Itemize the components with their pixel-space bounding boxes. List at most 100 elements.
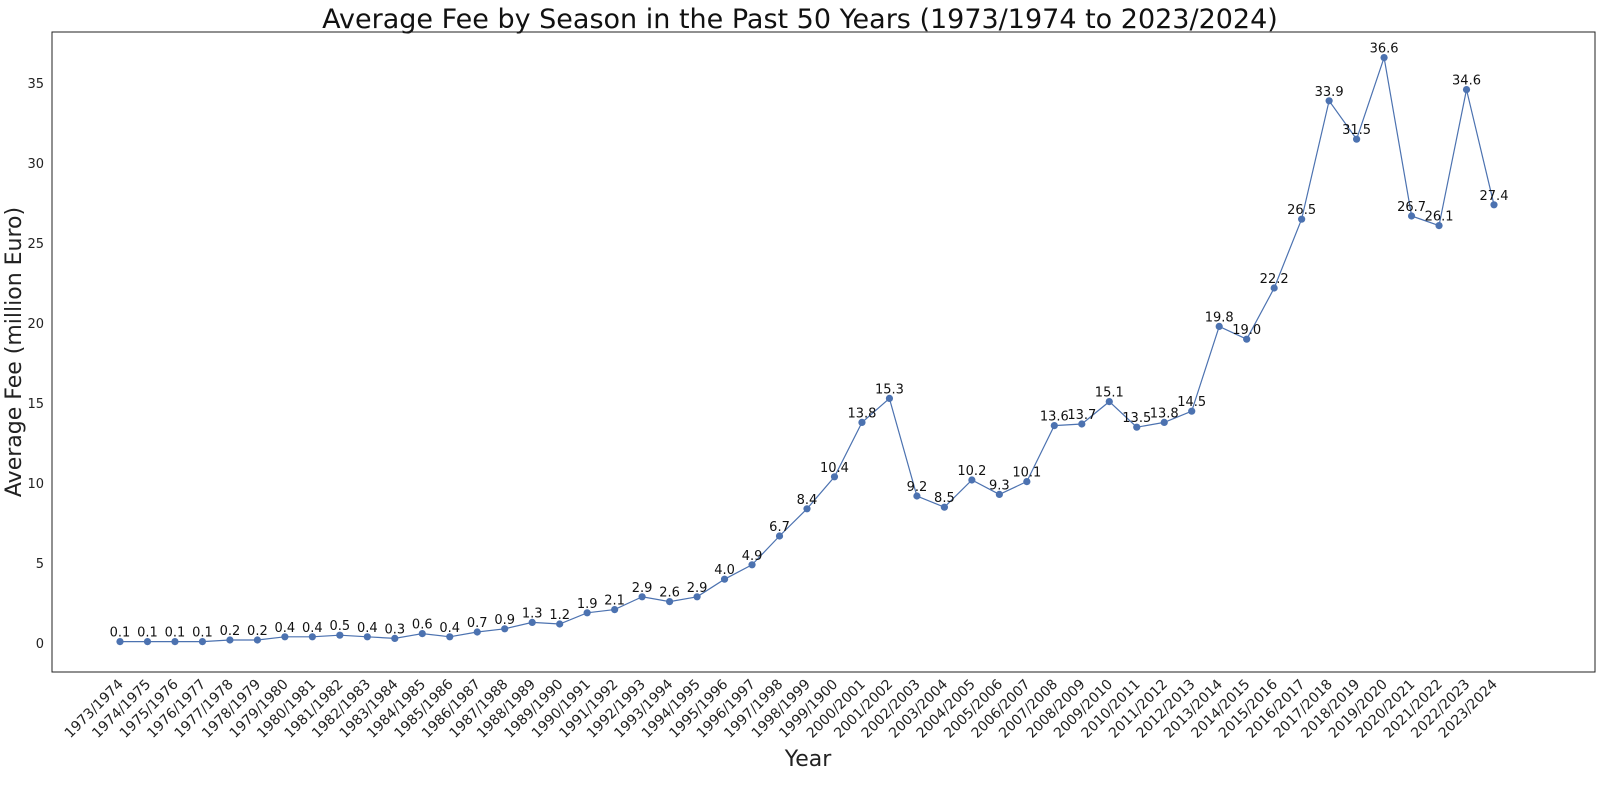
- data-point: [968, 476, 976, 484]
- data-label: 0.3: [384, 622, 405, 637]
- data-point: [611, 606, 619, 614]
- data-point: [1407, 212, 1416, 220]
- data-label: 6.7: [769, 520, 790, 535]
- data-point: [1188, 407, 1196, 415]
- data-point: [583, 609, 591, 617]
- data-label: 15.3: [875, 382, 904, 397]
- data-label: 4.9: [742, 549, 763, 564]
- y-tick-label: 15: [27, 397, 44, 412]
- data-point: [940, 503, 949, 511]
- data-label: 19.8: [1205, 310, 1234, 325]
- data-label: 26.1: [1425, 210, 1454, 225]
- data-label: 13.5: [1122, 411, 1151, 426]
- data-point: [913, 492, 921, 500]
- data-points: [116, 54, 1498, 646]
- data-label: 2.1: [604, 594, 625, 609]
- data-point: [363, 633, 371, 641]
- data-label: 10.1: [1012, 466, 1041, 481]
- x-axis-label: Year: [784, 747, 833, 772]
- data-label: 15.1: [1095, 386, 1124, 401]
- plot-frame: [51, 31, 1596, 673]
- data-label: 0.2: [220, 624, 241, 639]
- data-label: 22.2: [1260, 272, 1289, 287]
- data-point: [1215, 322, 1223, 330]
- data-label: 10.2: [957, 464, 986, 479]
- data-point: [1325, 97, 1333, 105]
- x-axis-ticks: 1973/19741974/19751975/19761976/19771977…: [62, 676, 1501, 741]
- y-axis-label: Average Fee (million Euro): [2, 207, 27, 497]
- data-point: [666, 598, 674, 606]
- data-point: [281, 633, 289, 641]
- data-point: [226, 636, 234, 644]
- data-point: [198, 638, 207, 646]
- data-point: [803, 505, 811, 513]
- data-point: [473, 628, 481, 636]
- data-label: 26.7: [1397, 200, 1426, 215]
- data-point: [693, 593, 701, 601]
- data-label: 0.1: [137, 626, 158, 641]
- data-label: 0.9: [494, 613, 515, 628]
- data-point: [1078, 420, 1086, 428]
- data-point: [830, 473, 839, 481]
- y-tick-label: 25: [27, 237, 44, 252]
- data-label: 34.6: [1452, 74, 1481, 89]
- data-point: [1490, 201, 1498, 209]
- data-point: [501, 625, 509, 633]
- data-point: [253, 636, 261, 644]
- data-label: 8.5: [934, 491, 955, 506]
- data-label: 33.9: [1315, 85, 1344, 100]
- data-label: 1.9: [577, 597, 598, 612]
- data-label: 0.2: [247, 624, 268, 639]
- y-tick-label: 35: [27, 77, 44, 92]
- data-point: [556, 620, 564, 628]
- data-label: 0.4: [275, 621, 296, 636]
- y-tick-label: 20: [27, 317, 44, 332]
- data-label: 10.4: [820, 461, 849, 476]
- data-label: 36.6: [1370, 42, 1399, 57]
- data-point: [1380, 54, 1388, 62]
- data-label: 13.8: [847, 406, 876, 421]
- data-point: [336, 631, 344, 639]
- data-point: [143, 638, 152, 646]
- data-label: 13.6: [1040, 410, 1069, 425]
- data-label: 0.7: [467, 616, 488, 631]
- data-label: 14.5: [1177, 395, 1206, 410]
- data-point: [1105, 398, 1113, 406]
- y-axis-ticks: 0 5 10 15 20 25 30 35: [27, 77, 44, 652]
- data-label: 0.1: [110, 626, 131, 641]
- data-point: [1050, 422, 1058, 430]
- data-label: 2.6: [659, 586, 680, 601]
- data-point: [1243, 335, 1251, 343]
- chart-title: Average Fee by Season in the Past 50 Yea…: [322, 4, 1278, 35]
- data-point: [1435, 222, 1443, 230]
- data-label: 27.4: [1480, 189, 1509, 204]
- data-point: [1270, 284, 1278, 292]
- data-label: 2.9: [632, 581, 653, 596]
- data-label: 8.4: [797, 493, 818, 508]
- data-point: [775, 532, 784, 540]
- data-point: [1160, 418, 1168, 426]
- data-point: [885, 394, 894, 402]
- data-label: 4.0: [714, 563, 735, 578]
- data-point: [391, 634, 399, 643]
- data-point: [720, 575, 729, 583]
- data-point: [308, 633, 316, 641]
- data-label: 19.0: [1232, 323, 1261, 338]
- data-label: 13.8: [1150, 406, 1179, 421]
- data-label: 0.1: [165, 626, 186, 641]
- data-label: 0.4: [302, 621, 323, 636]
- data-point: [1133, 423, 1141, 431]
- data-point: [858, 418, 866, 426]
- data-point: [638, 593, 646, 601]
- data-point: [1023, 478, 1031, 486]
- data-label: 2.9: [687, 581, 708, 596]
- data-label: 0.4: [439, 621, 460, 636]
- data-label: 0.5: [329, 619, 350, 634]
- data-label: 1.2: [549, 608, 570, 623]
- data-label: 13.7: [1067, 408, 1096, 423]
- data-point: [1298, 215, 1306, 223]
- data-point: [995, 490, 1003, 498]
- data-point: [116, 638, 124, 646]
- data-label: 26.5: [1287, 203, 1316, 218]
